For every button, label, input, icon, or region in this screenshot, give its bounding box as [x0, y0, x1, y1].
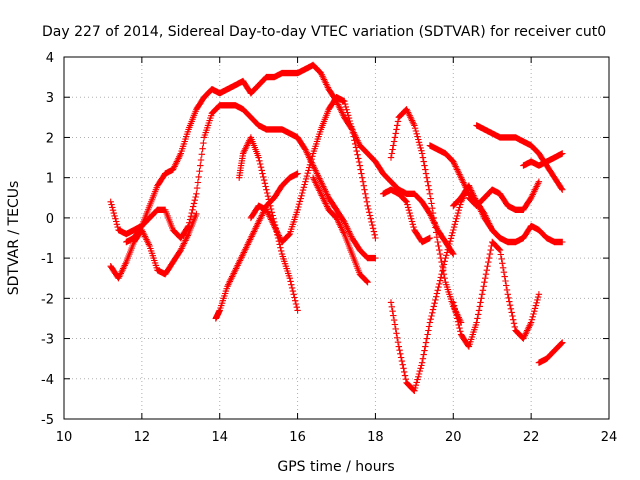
series-arc9 — [309, 174, 371, 286]
data-point-markers — [107, 77, 255, 238]
data-point-markers — [380, 186, 434, 246]
x-tick-label: 16 — [289, 430, 306, 445]
y-tick-label: -4 — [41, 373, 54, 388]
plot-frame — [63, 56, 610, 420]
data-points — [107, 61, 566, 394]
series-arc12 — [387, 182, 473, 394]
data-point-markers — [387, 106, 465, 326]
y-tick-label: -2 — [41, 292, 54, 307]
data-point-markers — [107, 210, 200, 282]
x-tick-label: 14 — [211, 430, 228, 445]
data-point-markers — [212, 170, 301, 322]
series-arc1 — [107, 77, 255, 238]
y-tick-label: 1 — [46, 172, 54, 187]
x-tick-label: 12 — [134, 430, 151, 445]
series-arc6 — [212, 170, 301, 322]
data-point-markers — [450, 182, 566, 246]
y-tick-label: 2 — [46, 131, 54, 146]
y-axis-label: SDTVAR / TECUs — [6, 181, 22, 296]
series-arc4 — [123, 102, 379, 262]
x-tick-label: 22 — [523, 430, 540, 445]
x-tick-label: 10 — [56, 430, 73, 445]
y-tick-label: 4 — [46, 51, 54, 66]
series-arc2 — [247, 61, 340, 105]
series-arc18 — [520, 150, 566, 169]
x-axis-label: GPS time / hours — [277, 459, 394, 475]
y-tick-label: -5 — [41, 413, 54, 428]
y-tick-label: -3 — [41, 333, 54, 348]
series-arc5 — [107, 210, 200, 282]
series-arc11 — [387, 106, 465, 326]
series-arc10 — [380, 186, 434, 246]
data-point-markers — [465, 178, 543, 213]
series-arc17 — [465, 178, 543, 213]
series-arc19 — [535, 339, 566, 366]
data-point-markers — [309, 174, 371, 286]
data-point-markers — [450, 238, 543, 350]
x-tick-label: 24 — [601, 430, 618, 445]
y-tick-label: 3 — [46, 91, 54, 106]
series-arc14 — [450, 182, 566, 246]
y-tick-label: -1 — [41, 252, 54, 267]
y-tick-label: 0 — [46, 212, 54, 227]
series-arc15 — [450, 238, 543, 350]
series-arc8 — [247, 94, 379, 246]
x-tick-label: 18 — [367, 430, 384, 445]
data-point-markers — [520, 150, 566, 169]
data-point-markers — [247, 94, 379, 246]
x-tick-label: 20 — [445, 430, 462, 445]
data-point-markers — [123, 102, 379, 262]
data-point-markers — [247, 61, 340, 105]
chart-title: Day 227 of 2014, Sidereal Day-to-day VTE… — [42, 24, 606, 40]
data-point-markers — [387, 182, 473, 394]
data-point-markers — [535, 339, 566, 366]
